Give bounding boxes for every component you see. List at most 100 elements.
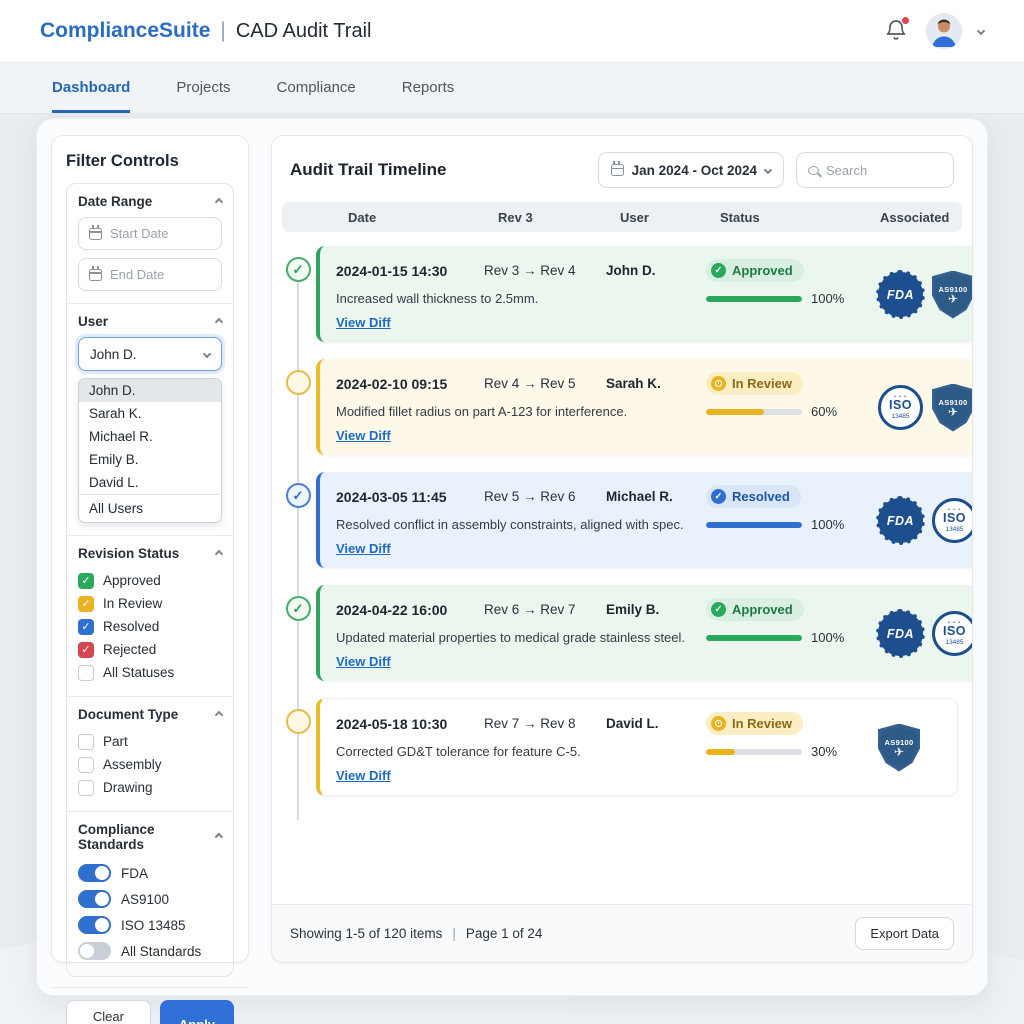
user-option-david[interactable]: David L.: [89, 475, 139, 490]
progress-label: 30%: [811, 744, 838, 759]
iso13485-badge-icon: • • • ISO 13485: [878, 385, 923, 430]
compliance-standards-header[interactable]: Compliance Standards: [78, 822, 224, 852]
standard-fda-toggle[interactable]: FDA: [78, 860, 222, 886]
progress-label: 100%: [811, 630, 845, 645]
entry-user: David L.: [606, 716, 659, 731]
user-option-michael[interactable]: Michael R.: [89, 429, 153, 444]
airplane-icon: ✈: [947, 291, 959, 306]
iso13485-badge-icon: • • • ISO 13485: [932, 611, 972, 656]
associated-badges: FDA • • • ISO 13485: [866, 496, 972, 545]
check-circle-icon: ✓: [711, 602, 726, 617]
clock-icon: [711, 376, 726, 391]
timeline-entry-2: 2024-02-10 09:15 Rev 4 → Rev 5 Sarah K. …: [280, 359, 972, 455]
view-diff-link[interactable]: View Diff: [336, 541, 391, 556]
view-diff-link[interactable]: View Diff: [336, 428, 391, 443]
start-date-input[interactable]: Start Date: [78, 217, 222, 250]
timeline-check-icon: ✓: [285, 483, 311, 508]
view-diff-link[interactable]: View Diff: [336, 315, 391, 330]
status-all-checkbox[interactable]: All Statuses: [78, 661, 222, 684]
audit-entry-card: 2024-03-05 11:45 Rev 5 → Rev 6 Michael R…: [316, 472, 972, 568]
entry-description: Updated material properties to medical g…: [336, 630, 686, 645]
timeline-entry-5: 2024-05-18 10:30 Rev 7 → Rev 8 David L. …: [280, 698, 958, 796]
entry-user: Sarah K.: [606, 376, 661, 391]
timeline-header: Audit Trail Timeline Jan 2024 - Oct 2024: [272, 136, 972, 200]
notifications-bell-icon[interactable]: [884, 16, 910, 44]
filter-panel-title: Filter Controls: [66, 152, 179, 170]
search-icon: [808, 165, 819, 175]
user-avatar[interactable]: [926, 13, 962, 49]
checkbox-label: Assembly: [103, 757, 162, 772]
user-option-sarah[interactable]: Sarah K.: [89, 406, 142, 421]
chevron-up-icon: [214, 710, 224, 719]
doctype-assembly-checkbox[interactable]: Assembly: [78, 753, 222, 776]
notification-dot: [901, 16, 910, 25]
calendar-icon: [610, 161, 624, 176]
page-title: CAD Audit Trail: [235, 19, 372, 42]
checkbox-unchecked-icon: [78, 733, 94, 750]
entry-date: 2024-04-22 16:00: [336, 601, 448, 618]
entry-description: Modified fillet radius on part A-123 for…: [336, 404, 628, 419]
app-header: ComplianceSuite | CAD Audit Trail: [0, 0, 1024, 63]
entry-rev-transition: Rev 5 → Rev 6: [484, 489, 576, 504]
status-inreview-checkbox[interactable]: ✓ In Review: [78, 592, 222, 615]
check-circle-icon: ✓: [711, 489, 726, 504]
user-select[interactable]: John D.: [78, 337, 222, 371]
doctype-part-checkbox[interactable]: Part: [78, 730, 222, 753]
chevron-down-icon[interactable]: [976, 26, 986, 36]
status-badge: ✓ Approved: [706, 598, 804, 621]
toggle-on-icon: [78, 864, 111, 882]
tab-reports[interactable]: Reports: [401, 79, 455, 96]
entry-date: 2024-02-10 09:15: [336, 375, 448, 392]
associated-badges: AS9100 ✈: [866, 723, 941, 772]
primary-nav: Dashboard Projects Compliance Reports: [0, 63, 1024, 114]
user-header[interactable]: User: [78, 314, 224, 329]
status-approved-checkbox[interactable]: ✓ Approved: [78, 569, 222, 592]
status-rejected-checkbox[interactable]: ✓ Rejected: [78, 638, 222, 661]
standard-all-toggle[interactable]: All Standards: [78, 938, 222, 964]
status-resolved-checkbox[interactable]: ✓ Resolved: [78, 615, 222, 638]
search-input[interactable]: [826, 162, 942, 178]
view-diff-link[interactable]: View Diff: [336, 768, 391, 783]
date-range-header[interactable]: Date Range: [78, 194, 224, 209]
checkbox-unchecked-icon: [78, 779, 94, 796]
checkbox-label: In Review: [103, 596, 163, 611]
entry-user: Michael R.: [606, 489, 673, 504]
clear-filters-button[interactable]: Clear Filters: [66, 1000, 151, 1024]
apply-button[interactable]: Apply: [159, 1000, 234, 1024]
revision-status-header[interactable]: Revision Status: [78, 546, 224, 561]
user-option-john[interactable]: John D.: [79, 379, 221, 402]
column-status: Status: [720, 209, 760, 225]
tab-projects[interactable]: Projects: [176, 79, 231, 96]
progress-bar: 30%: [706, 744, 866, 759]
view-diff-link[interactable]: View Diff: [336, 654, 391, 669]
calendar-icon: [89, 265, 102, 281]
airplane-icon: ✈: [893, 744, 905, 759]
standard-as9100-toggle[interactable]: AS9100: [78, 886, 222, 912]
export-data-button[interactable]: Export Data: [855, 917, 954, 950]
search-box: [796, 152, 954, 188]
timeline-check-icon: ✓: [285, 596, 311, 621]
status-badge: In Review: [706, 372, 803, 395]
as9100-badge-icon: AS9100 ✈: [878, 723, 920, 772]
toggle-label: All Standards: [121, 943, 202, 959]
end-date-input[interactable]: End Date: [78, 258, 222, 291]
user-dropdown-list: John D. Sarah K. Michael R. Emily B. Dav…: [78, 378, 222, 523]
entry-rev-transition: Rev 6 → Rev 7: [484, 602, 576, 617]
checkbox-unchecked-icon: [78, 664, 94, 681]
doctype-drawing-checkbox[interactable]: Drawing: [78, 776, 222, 799]
progress-bar: 100%: [706, 630, 866, 645]
progress-label: 100%: [811, 517, 845, 532]
tab-compliance[interactable]: Compliance: [276, 79, 356, 96]
document-type-header[interactable]: Document Type: [78, 707, 224, 722]
brand-separator: |: [220, 19, 226, 42]
audit-entry-card: 2024-04-22 16:00 Rev 6 → Rev 7 Emily B. …: [316, 585, 972, 681]
chevron-up-icon: [214, 197, 224, 206]
footer-separator: |: [452, 926, 456, 941]
standard-iso13485-toggle[interactable]: ISO 13485: [78, 912, 222, 938]
user-option-all[interactable]: All Users: [79, 494, 221, 522]
date-range-dropdown[interactable]: Jan 2024 - Oct 2024: [597, 152, 784, 188]
as9100-badge-icon: AS9100 ✈: [932, 383, 972, 432]
user-option-emily[interactable]: Emily B.: [89, 452, 139, 467]
tab-dashboard[interactable]: Dashboard: [52, 63, 131, 113]
fda-badge-icon: FDA: [876, 270, 925, 319]
